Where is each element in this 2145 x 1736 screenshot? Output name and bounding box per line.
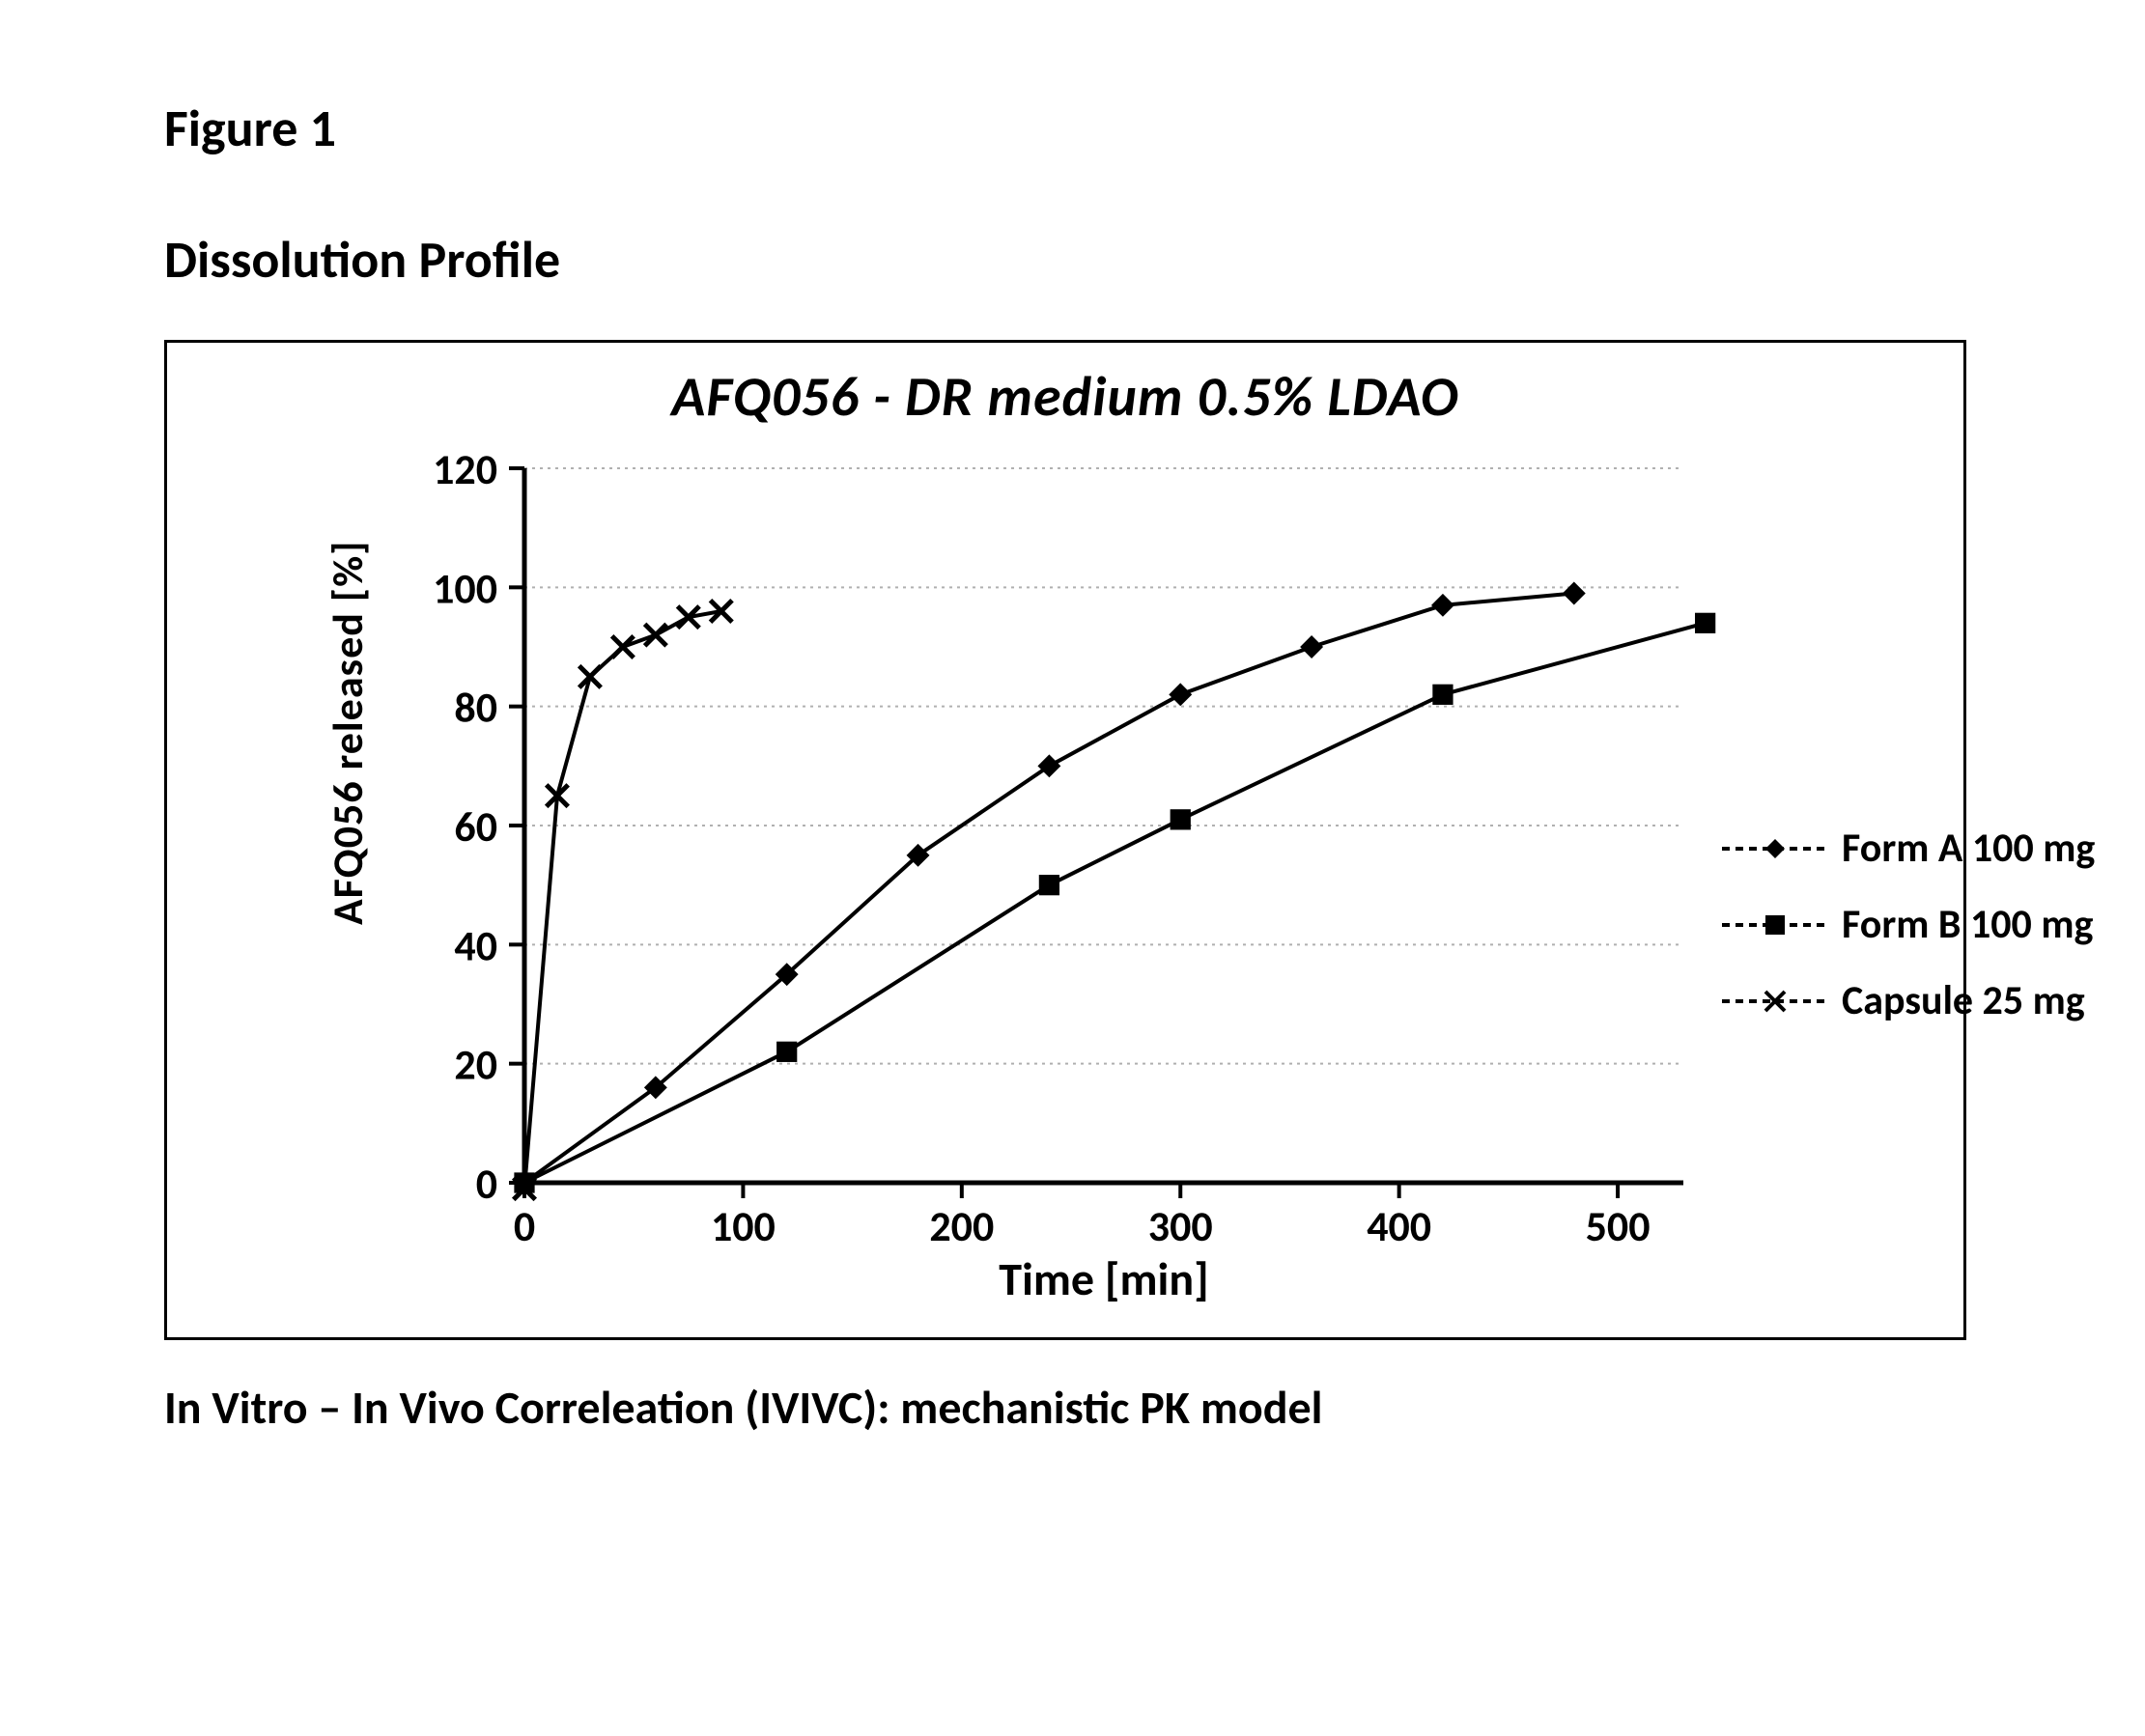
chart-legend: Form A 100 mg Form B 100 mg Capsule 25 mg — [1722, 797, 2095, 1052]
chart-svg: 0 20 40 60 80 100 120 0 100 200 300 400 500 — [293, 449, 1934, 1299]
y-axis-label: AFQ056 released [%] — [322, 541, 374, 925]
chart-subtitle: Dissolution Profile — [164, 228, 1981, 292]
chart-container: AFQ056 - DR medium 0.5% LDAO 0 20 40 60 80 10… — [164, 340, 1966, 1340]
x-tick-label: 400 — [1367, 1200, 1431, 1252]
legend-swatch-x — [1722, 986, 1828, 1017]
legend-swatch-diamond — [1722, 833, 1828, 864]
figure-label: Figure 1 — [164, 97, 1981, 160]
x-tick-label: 200 — [929, 1200, 994, 1252]
chart-title: AFQ056 - DR medium 0.5% LDAO — [167, 343, 1963, 431]
x-tick-label: 300 — [1148, 1200, 1213, 1252]
y-tick-label: 40 — [454, 919, 497, 971]
legend-item: Capsule 25 mg — [1722, 976, 2095, 1025]
legend-item: Form B 100 mg — [1722, 900, 2095, 949]
y-tick-label: 80 — [454, 682, 497, 734]
legend-item: Form A 100 mg — [1722, 824, 2095, 873]
x-tick-label: 500 — [1586, 1200, 1651, 1252]
y-tick-label: 100 — [433, 562, 497, 614]
legend-label: Form B 100 mg — [1842, 900, 2093, 949]
x-tick-label: 0 — [514, 1200, 535, 1252]
x-tick-label: 100 — [711, 1200, 776, 1252]
footer-note: In Vitro – In Vivo Correleation (IVIVC):… — [164, 1379, 1981, 1436]
y-tick-label: 120 — [433, 449, 497, 495]
y-tick-label: 0 — [476, 1158, 497, 1210]
series-square — [515, 613, 1715, 1192]
legend-label: Capsule 25 mg — [1842, 976, 2085, 1025]
legend-swatch-square — [1722, 910, 1828, 940]
chart-plot-wrap: 0 20 40 60 80 100 120 0 100 200 300 400 500 AFQ056 r… — [293, 449, 1934, 1308]
y-tick-label: 60 — [454, 800, 497, 853]
y-tick-label: 20 — [454, 1039, 497, 1091]
legend-label: Form A 100 mg — [1842, 824, 2095, 873]
x-axis-label: Time [min] — [978, 1250, 1229, 1307]
